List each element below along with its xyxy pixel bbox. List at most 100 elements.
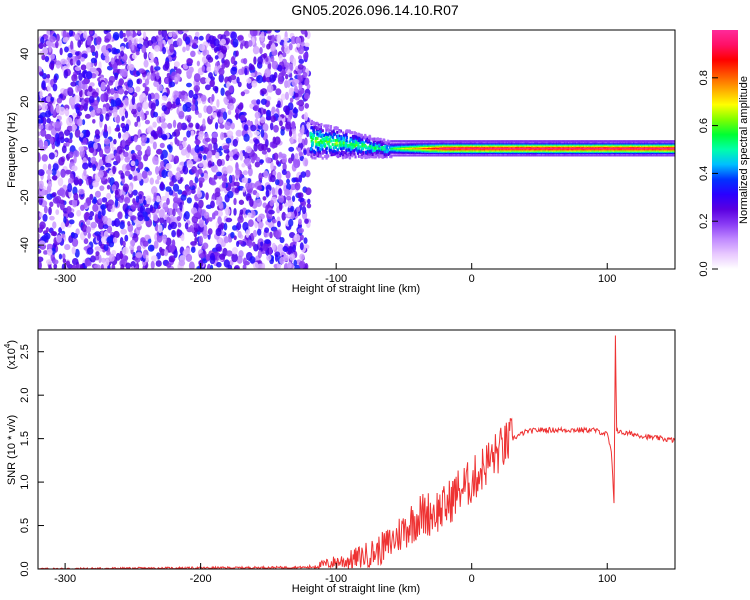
spectrogram-cell (525, 143, 528, 146)
spectrogram-cell (511, 146, 513, 149)
spectrogram-cell (326, 127, 330, 131)
spectrogram-cell (297, 192, 304, 199)
spectrogram-cell (492, 152, 494, 155)
spectrogram-cell (468, 148, 471, 151)
spectrogram-cell (80, 57, 85, 62)
spectrogram-cell (524, 142, 527, 145)
spectrogram-cell (511, 148, 513, 151)
spectrogram-cell (40, 112, 47, 118)
spectrogram-cell (441, 141, 444, 144)
spectrogram-cell (482, 152, 485, 155)
spectrogram-cell (85, 129, 90, 138)
spectrogram-cell (78, 146, 85, 152)
spectrogram-cell (356, 149, 359, 153)
spectrogram-cell (534, 140, 536, 143)
spectrogram-cell (459, 154, 462, 157)
spectrogram-cell (274, 136, 281, 145)
spectrogram-cell (197, 187, 201, 195)
spectrogram-cell (336, 148, 339, 152)
spectrogram-cell (182, 136, 188, 142)
spectrogram-cell (313, 131, 316, 135)
spectrogram-cell (460, 153, 463, 156)
spectrogram-cell (532, 141, 535, 144)
spectrogram-cell (240, 91, 246, 97)
spectrogram-cell (287, 79, 291, 88)
spectrogram-cell (127, 79, 134, 88)
spectrogram-cell (447, 146, 449, 149)
spectrogram-cell (506, 147, 509, 150)
spectrogram-cell (558, 146, 560, 149)
spectrogram-cell (54, 121, 62, 128)
spectrogram-cell (448, 154, 451, 157)
spectrogram-cell (76, 209, 82, 217)
spectrogram-cell (333, 146, 336, 150)
spectrogram-cell (319, 139, 322, 143)
spectrogram-cell (432, 152, 434, 155)
spectrogram-cell (154, 66, 161, 71)
spectrogram-cell (543, 154, 546, 157)
spectrogram-cell (178, 259, 186, 267)
spectrogram-cell (110, 57, 115, 65)
spectrogram-cell (546, 146, 548, 149)
spectrogram-cell (492, 144, 494, 147)
spectrogram-cell (477, 150, 479, 153)
spectrogram-cell (417, 153, 419, 156)
spectrogram-cell (527, 143, 529, 146)
spectrogram-cell (336, 138, 339, 142)
spectrogram-cell (220, 87, 225, 97)
spectrogram-cell (418, 144, 421, 147)
spectrogram-cell (535, 147, 537, 150)
spectrogram-cell (450, 152, 452, 155)
spectrogram-cell (413, 143, 415, 146)
spectrogram-cell (101, 153, 106, 163)
spectrogram-cell (48, 206, 52, 216)
spectrogram-cell (467, 147, 470, 150)
spectrogram-cell (409, 152, 411, 155)
spectrogram-cell (207, 228, 213, 236)
spectrogram-cell (543, 140, 546, 143)
spectrogram-cell (304, 78, 310, 86)
spectrogram-cell (138, 193, 143, 200)
spectrogram-cell (505, 153, 508, 156)
spectrogram-cell (55, 33, 60, 42)
spectrogram-cell (83, 202, 88, 208)
spectrogram-cell (492, 149, 494, 152)
spectrogram-cell (521, 150, 524, 153)
spectrogram-cell (435, 146, 437, 149)
spectrogram-cell (437, 143, 440, 146)
spectrogram-cell (62, 258, 67, 263)
spectrogram-cell (431, 152, 433, 155)
spectrogram-cell (509, 140, 512, 143)
spectrogram-cell (463, 152, 466, 155)
spectrogram-cell (124, 234, 129, 242)
spectrogram-cell (230, 66, 238, 76)
spectrogram-cell (285, 121, 292, 130)
spectrogram-cell (77, 39, 82, 48)
spectrogram-cell (335, 151, 339, 155)
spectrogram-cell (520, 141, 522, 144)
spectrogram-cell (417, 144, 419, 147)
spectrogram-cell (408, 154, 410, 157)
spectrogram-cell (534, 141, 536, 144)
spectrogram-cell (239, 209, 244, 215)
spectrogram-cell (233, 208, 237, 216)
spectrogram-cell (82, 137, 88, 145)
spectrogram-cell (172, 201, 178, 211)
spectrogram-cell (318, 125, 321, 129)
spectrogram-cell (398, 148, 401, 151)
spectrogram-cell (405, 152, 407, 155)
spectrogram-cell (86, 47, 91, 53)
spectrogram-cell (544, 154, 547, 157)
spectrogram-cell (555, 141, 558, 144)
spectrogram-cell (386, 151, 390, 155)
spectrogram-cell (424, 144, 426, 147)
spectrogram-cell (229, 156, 234, 162)
spectrogram-cell (225, 137, 232, 144)
spectrogram-cell (202, 242, 209, 250)
spectrogram-cell (416, 149, 418, 152)
spectrogram-cell (543, 147, 546, 150)
spectrogram-cell (112, 31, 120, 41)
spectrogram-cell (342, 131, 345, 135)
spectrogram-cell (211, 194, 215, 200)
spectrogram-cell (67, 177, 73, 185)
